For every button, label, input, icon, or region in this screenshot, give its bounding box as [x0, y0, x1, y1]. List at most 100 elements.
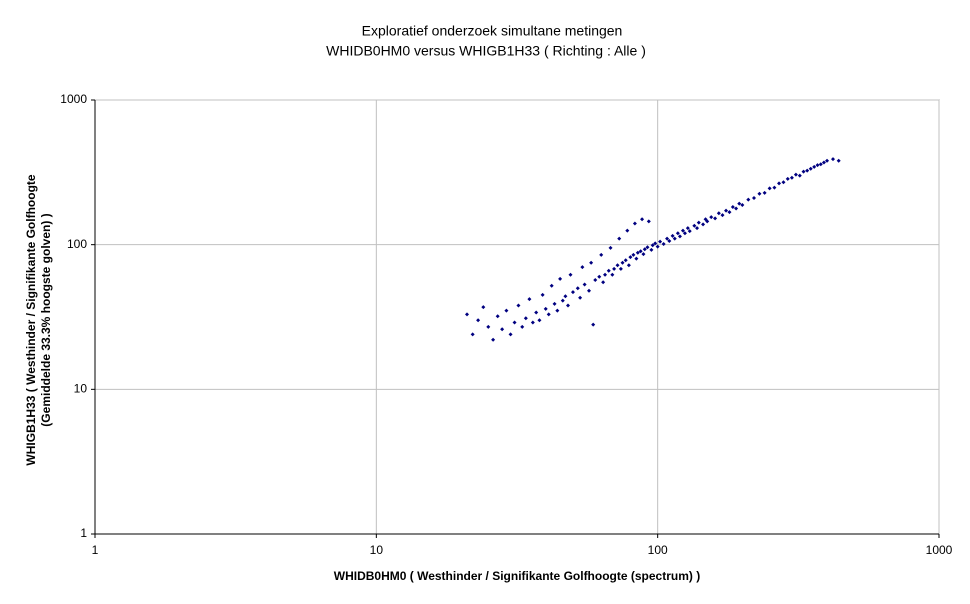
data-point: [606, 268, 611, 273]
data-point: [563, 294, 568, 299]
data-point: [720, 213, 725, 218]
data-point: [568, 272, 573, 277]
data-point: [601, 280, 606, 285]
data-point: [534, 310, 539, 315]
data-point: [709, 215, 714, 220]
data-point: [670, 233, 675, 238]
data-point: [495, 314, 500, 319]
data-point: [821, 160, 826, 165]
data-point: [785, 176, 790, 181]
data-point: [612, 266, 617, 271]
data-point: [508, 332, 513, 337]
data-point: [655, 244, 660, 249]
data-point: [680, 228, 685, 233]
data-point: [516, 303, 521, 308]
data-point: [552, 301, 557, 306]
data-point: [586, 288, 591, 293]
data-point: [825, 158, 830, 163]
data-point: [486, 324, 491, 329]
data-point: [696, 220, 701, 225]
data-point: [692, 223, 697, 228]
data-point: [546, 312, 551, 317]
data-point: [701, 222, 706, 227]
data-point: [762, 190, 767, 195]
data-point: [757, 191, 762, 196]
data-point: [653, 241, 658, 246]
data-point: [626, 263, 631, 268]
data-point: [618, 266, 623, 271]
data-point: [642, 247, 647, 252]
data-point: [615, 263, 620, 268]
data-point: [589, 260, 594, 265]
data-point: [632, 221, 637, 226]
data-point: [772, 185, 777, 190]
data-point: [724, 208, 729, 213]
data-point: [476, 318, 481, 323]
data-point: [523, 316, 528, 321]
data-point: [610, 272, 615, 277]
chart-subtitle: WHIDB0HM0 versus WHIGB1H33 ( Richting : …: [326, 43, 646, 59]
data-point: [740, 203, 745, 208]
data-point: [635, 250, 640, 255]
data-point: [578, 295, 583, 300]
data-point: [527, 297, 532, 302]
y-tick-label: 100: [67, 237, 87, 251]
data-point: [623, 258, 628, 263]
data-point: [500, 327, 505, 332]
data-point: [470, 332, 475, 337]
data-point: [801, 169, 806, 174]
data-point: [685, 226, 690, 231]
data-point: [575, 286, 580, 291]
data-point: [645, 245, 650, 250]
y-tick-label: 1000: [60, 92, 87, 106]
data-point: [625, 228, 630, 233]
data-point: [641, 252, 646, 257]
data-point: [491, 337, 496, 342]
data-point: [687, 229, 692, 234]
data-point: [530, 320, 535, 325]
data-point: [815, 163, 820, 168]
y-tick-label: 10: [74, 382, 88, 396]
x-tick-label: 1: [92, 543, 99, 557]
data-point: [716, 211, 721, 216]
data-point: [767, 186, 772, 191]
data-point: [705, 219, 710, 224]
data-point: [617, 236, 622, 241]
x-tick-label: 100: [648, 543, 668, 557]
data-point: [555, 308, 560, 313]
data-point: [672, 236, 677, 241]
data-point: [727, 210, 732, 215]
data-point: [730, 205, 735, 210]
y-axis-label: WHIGB1H33 ( Westhinder / Signifikante Go…: [24, 174, 38, 465]
data-point: [638, 249, 643, 254]
data-point: [682, 231, 687, 236]
data-point: [512, 320, 517, 325]
data-point: [781, 180, 786, 185]
data-point: [570, 290, 575, 295]
data-point: [565, 303, 570, 308]
data-point: [665, 236, 670, 241]
data-point: [658, 239, 663, 244]
data-point: [777, 181, 782, 186]
data-point: [661, 242, 666, 247]
data-point: [667, 239, 672, 244]
data-point: [808, 166, 813, 171]
data-point: [649, 247, 654, 252]
data-point: [675, 231, 680, 236]
data-point: [620, 260, 625, 265]
data-point: [797, 173, 802, 178]
data-point: [713, 216, 718, 221]
data-point: [789, 175, 794, 180]
data-point: [537, 318, 542, 323]
data-point: [812, 164, 817, 169]
data-point: [695, 226, 700, 231]
data-point: [628, 255, 633, 260]
data-point: [746, 197, 751, 202]
data-point: [549, 283, 554, 288]
data-point: [646, 219, 651, 224]
data-point: [805, 168, 810, 173]
data-point: [640, 217, 645, 222]
data-point: [634, 256, 639, 261]
plot-area: [94, 99, 940, 535]
data-point: [831, 157, 836, 162]
